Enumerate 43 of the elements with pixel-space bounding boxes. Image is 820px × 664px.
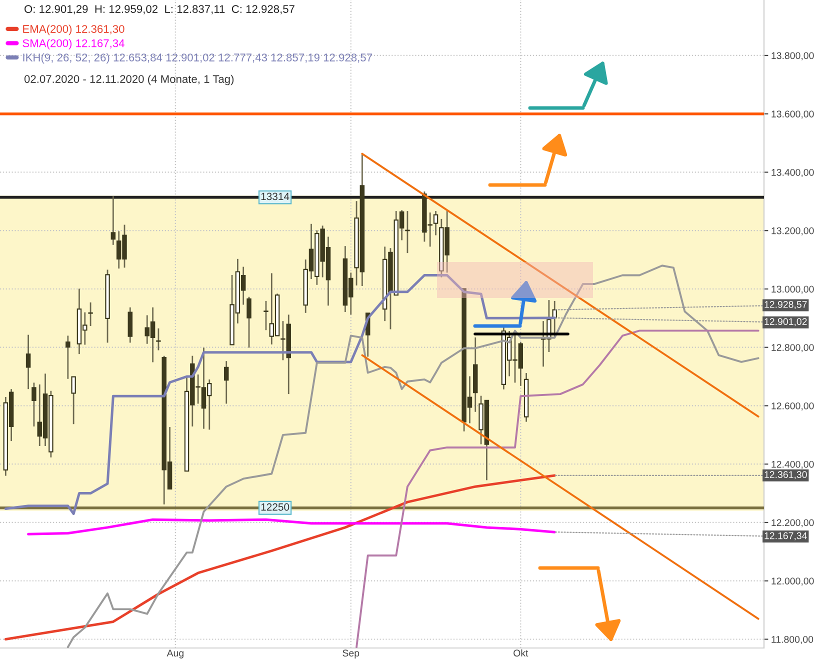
legend-label: EMA(200) 12.361,30 bbox=[23, 24, 124, 36]
candlestick bbox=[433, 210, 438, 236]
candlestick bbox=[110, 195, 116, 246]
y-tick-label: 12.200,00 bbox=[772, 519, 814, 528]
text: 02.07.2020 - 12.11.2020 (4 Monate, 1 Tag) bbox=[24, 74, 234, 86]
legend-label: IKH(9, 26, 52, 26) 12.653,84 12.901,02 12.777,43 12.857,19 12.928,57 bbox=[23, 53, 372, 64]
y-tick-label: 13.400,00 bbox=[772, 168, 814, 177]
y-tick-label: 13.600,00 bbox=[772, 110, 814, 119]
chart-title: O: 12.901,29 H: 12.959,02 L: 12.837,11 C: 12.928,57 bbox=[24, 5, 294, 14]
candlestick bbox=[88, 302, 93, 327]
line-series bbox=[4, 474, 556, 640]
candlestick bbox=[26, 334, 31, 390]
candlestick bbox=[246, 296, 252, 348]
line-series bbox=[66, 264, 760, 648]
y-tick-label: 12.800,00 bbox=[772, 344, 814, 352]
legend-label: SMA(200) 12.167,34 bbox=[22, 39, 124, 50]
x-tick-label: Aug bbox=[166, 650, 184, 658]
candlestick bbox=[71, 376, 76, 425]
line-series bbox=[27, 518, 556, 536]
y-tick-label: 11.800,00 bbox=[772, 636, 814, 644]
candlestick bbox=[224, 360, 229, 404]
ref-line-label: 12250 bbox=[261, 503, 290, 511]
candlestick bbox=[156, 328, 161, 351]
y-tick-label: 13.000,00 bbox=[772, 286, 814, 294]
y-tick-label: 12.400,00 bbox=[772, 460, 814, 469]
candlestick bbox=[405, 210, 410, 254]
y-tick-label: 12.000,00 bbox=[772, 578, 814, 586]
annotation: 12.901,02 bbox=[764, 318, 807, 326]
annotation: 12.928,57 bbox=[764, 301, 807, 310]
annotation: 12.361,30 bbox=[764, 471, 807, 480]
line-series bbox=[356, 330, 760, 648]
ref-line-label: 13314 bbox=[261, 192, 290, 200]
line-series bbox=[4, 274, 556, 515]
y-tick-label: 13.200,00 bbox=[772, 227, 814, 236]
y-tick-label: 13.800,00 bbox=[772, 52, 814, 60]
candlestick bbox=[128, 306, 133, 344]
candlestick bbox=[264, 300, 268, 331]
x-tick-label: Sep bbox=[342, 650, 360, 658]
annotation: 12.167,34 bbox=[764, 532, 807, 540]
candlestick bbox=[32, 382, 36, 428]
x-tick-label: Okt bbox=[514, 649, 528, 657]
candlestick bbox=[66, 334, 70, 380]
y-tick-label: 12.600,00 bbox=[772, 402, 814, 410]
